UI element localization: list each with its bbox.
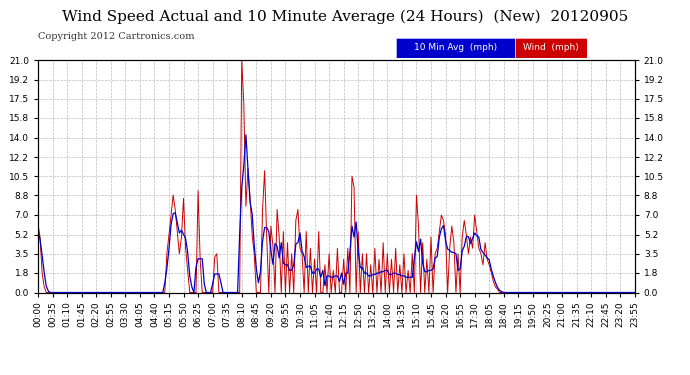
Text: 10 Min Avg  (mph): 10 Min Avg (mph) — [414, 44, 497, 52]
Text: Copyright 2012 Cartronics.com: Copyright 2012 Cartronics.com — [38, 32, 195, 41]
Text: Wind  (mph): Wind (mph) — [524, 44, 579, 52]
Text: Wind Speed Actual and 10 Minute Average (24 Hours)  (New)  20120905: Wind Speed Actual and 10 Minute Average … — [62, 9, 628, 24]
